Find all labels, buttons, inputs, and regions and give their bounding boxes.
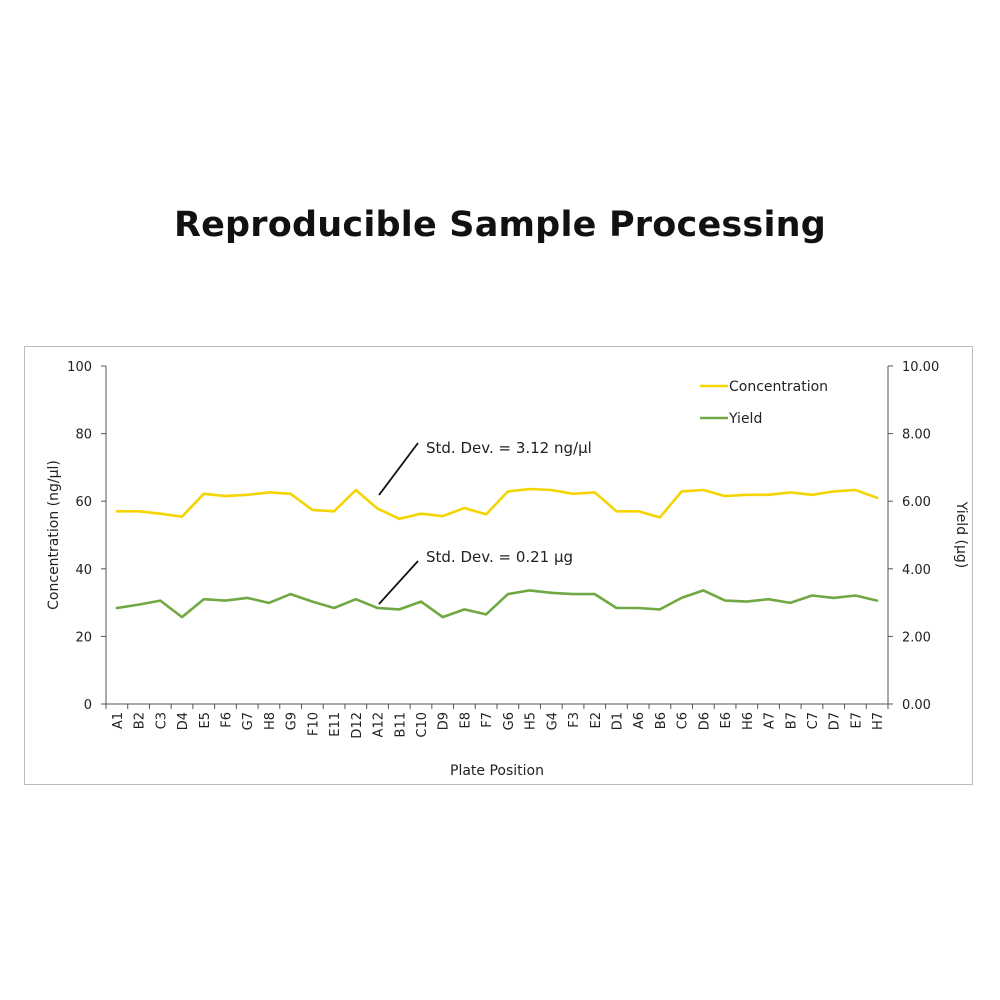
- x-tick-label: B11: [393, 712, 408, 737]
- annotation-leader-yield: [378, 560, 419, 605]
- x-tick-label: C3: [154, 712, 169, 729]
- x-tick-label: H5: [524, 712, 539, 730]
- x-tick-label: A7: [763, 712, 778, 729]
- x-tick-label: A1: [111, 712, 126, 729]
- left-y-tick-label: 80: [75, 428, 92, 443]
- x-tick-label: E6: [719, 712, 734, 729]
- x-tick-label: F6: [219, 712, 234, 728]
- x-tick-label: E5: [198, 712, 213, 729]
- right-y-tick-label: 6.00: [902, 495, 931, 510]
- legend: Concentration Yield: [700, 379, 828, 427]
- series-layer: [115, 487, 879, 619]
- x-ticks: A1 B2 C3 D4 E5 F6 G7 H8 G9 F10 E11 D12 A12 B11 C10 D9 E8…: [105, 704, 889, 739]
- axes: [105, 366, 889, 705]
- x-tick-label: A6: [632, 712, 647, 729]
- x-tick-label: D7: [828, 712, 843, 730]
- legend-label-yield: Yield: [728, 411, 762, 427]
- x-tick-label: F3: [567, 712, 582, 728]
- x-tick-label: G4: [545, 712, 560, 730]
- x-tick-label: D4: [176, 712, 191, 730]
- x-tick-label: C6: [676, 712, 691, 729]
- x-tick-label: H6: [741, 712, 756, 730]
- right-y-axis-title: Yield (µg): [953, 501, 969, 569]
- annotation-std-dev-yield: Std. Dev. = 0.21 µg: [426, 548, 573, 566]
- left-y-ticks: 0 20 40 60 80 100: [67, 360, 106, 713]
- series-line-concentration: [115, 487, 879, 521]
- x-tick-label: G9: [285, 712, 300, 730]
- right-y-tick-label: 8.00: [902, 428, 931, 443]
- left-y-tick-label: 100: [67, 360, 92, 375]
- x-tick-label: D6: [697, 712, 712, 730]
- x-tick-label: E11: [328, 712, 343, 737]
- x-tick-label: D1: [610, 712, 625, 730]
- right-y-tick-label: 0.00: [902, 698, 931, 713]
- legend-label-concentration: Concentration: [729, 379, 828, 395]
- left-y-tick-label: 0: [84, 698, 92, 713]
- x-tick-label: B2: [133, 712, 148, 729]
- x-tick-label: D9: [437, 712, 452, 730]
- right-y-tick-label: 4.00: [902, 563, 931, 578]
- x-tick-label: C10: [415, 712, 430, 738]
- annotations: Std. Dev. = 3.12 ng/µl Std. Dev. = 0.21 …: [378, 439, 592, 605]
- series-line-yield: [115, 589, 879, 619]
- x-tick-label: E7: [849, 712, 864, 729]
- right-y-ticks: 0.00 2.00 4.00 6.00 8.00 10.00: [888, 360, 939, 713]
- x-tick-label: G6: [502, 712, 517, 730]
- left-y-tick-label: 60: [75, 495, 92, 510]
- x-tick-label: D12: [350, 712, 365, 739]
- left-y-tick-label: 40: [75, 563, 92, 578]
- left-y-axis-title: Concentration (ng/µl): [46, 460, 62, 610]
- x-tick-label: G7: [241, 712, 256, 730]
- x-tick-label: B6: [654, 712, 669, 729]
- page-title: Reproducible Sample Processing: [173, 205, 827, 245]
- chart-frame: [24, 346, 973, 785]
- annotation-leader-concentration: [378, 442, 419, 496]
- x-tick-label: E2: [589, 712, 604, 729]
- x-tick-label: A12: [372, 712, 387, 737]
- right-y-tick-label: 10.00: [902, 360, 939, 375]
- right-y-tick-label: 2.00: [902, 630, 931, 645]
- x-tick-label: E8: [458, 712, 473, 729]
- annotation-std-dev-concentration: Std. Dev. = 3.12 ng/µl: [426, 439, 592, 457]
- x-axis-title: Plate Position: [450, 763, 544, 779]
- x-tick-label: F10: [306, 712, 321, 736]
- x-tick-label: C7: [806, 712, 821, 729]
- x-tick-label: B7: [784, 712, 799, 729]
- left-y-tick-label: 20: [75, 630, 92, 645]
- x-tick-label: F7: [480, 712, 495, 728]
- x-tick-label: H7: [871, 712, 886, 730]
- x-tick-label: H8: [263, 712, 278, 730]
